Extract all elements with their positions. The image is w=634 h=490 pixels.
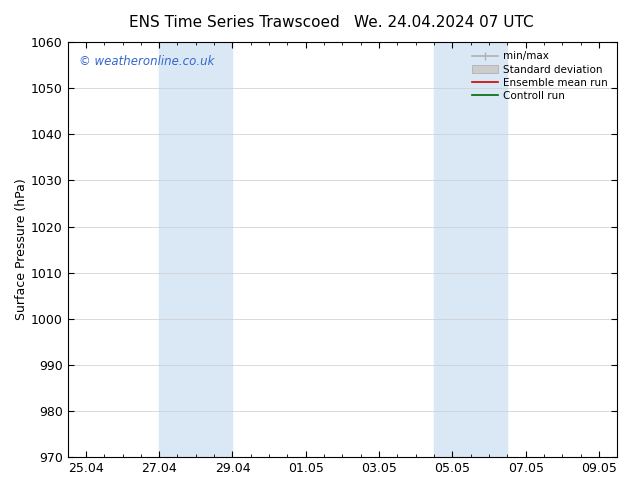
- Text: We. 24.04.2024 07 UTC: We. 24.04.2024 07 UTC: [354, 15, 534, 30]
- Text: © weatheronline.co.uk: © weatheronline.co.uk: [79, 54, 214, 68]
- Legend: min/max, Standard deviation, Ensemble mean run, Controll run: min/max, Standard deviation, Ensemble me…: [468, 47, 612, 105]
- Text: ENS Time Series Trawscoed: ENS Time Series Trawscoed: [129, 15, 340, 30]
- Bar: [159, 42, 233, 457]
- Bar: [434, 42, 507, 457]
- Y-axis label: Surface Pressure (hPa): Surface Pressure (hPa): [15, 179, 28, 320]
